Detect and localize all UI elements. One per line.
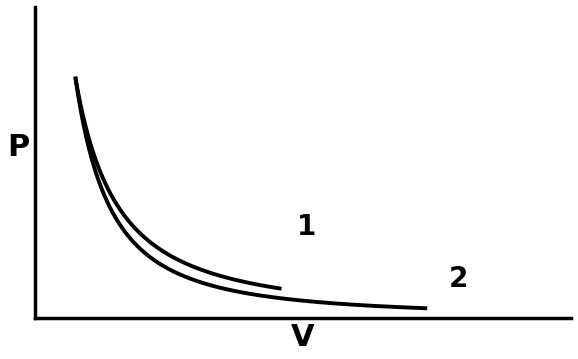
Y-axis label: P: P xyxy=(7,133,29,162)
Text: 1: 1 xyxy=(297,213,316,241)
X-axis label: V: V xyxy=(291,323,314,352)
Text: 2: 2 xyxy=(449,265,468,293)
